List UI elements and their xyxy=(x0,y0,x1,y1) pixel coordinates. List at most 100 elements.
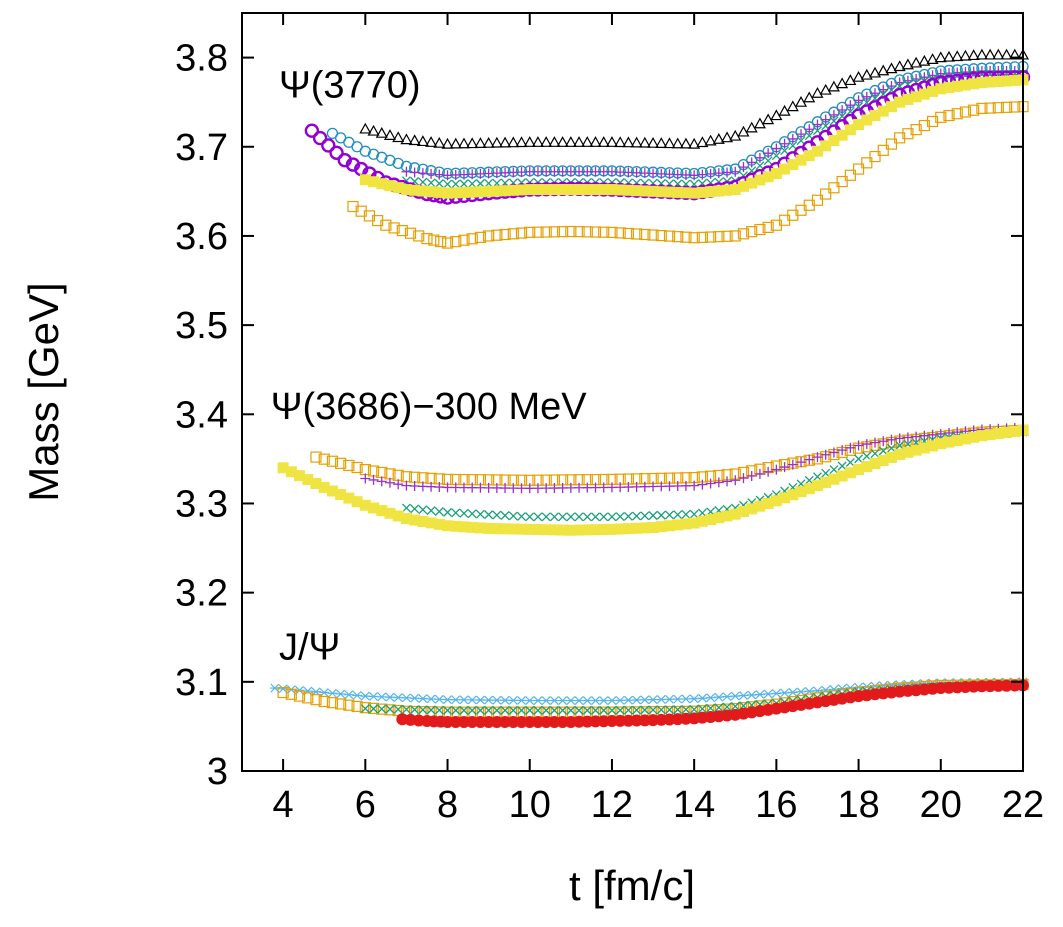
data-point xyxy=(812,452,823,463)
data-point xyxy=(1009,425,1021,437)
data-point xyxy=(564,136,577,147)
data-point xyxy=(844,124,856,136)
data-point xyxy=(821,468,831,478)
data-point xyxy=(655,137,668,148)
data-point xyxy=(581,136,594,147)
data-point xyxy=(392,131,405,143)
data-point xyxy=(638,136,651,148)
data-point xyxy=(878,436,889,447)
data-point xyxy=(457,137,470,149)
data-point xyxy=(902,128,914,140)
data-point xyxy=(425,136,438,147)
series-psi3770-triangle xyxy=(359,48,1030,149)
data-point xyxy=(704,134,717,146)
data-point xyxy=(573,226,585,238)
data-point xyxy=(787,489,799,501)
data-point xyxy=(540,184,552,196)
data-point xyxy=(312,130,328,146)
data-point xyxy=(811,87,824,98)
data-point xyxy=(870,88,881,99)
data-point xyxy=(673,510,683,520)
data-point xyxy=(321,138,336,153)
data-point xyxy=(730,701,740,711)
data-point xyxy=(959,106,972,118)
data-point xyxy=(540,136,553,147)
data-point xyxy=(911,431,922,442)
data-point xyxy=(779,492,791,504)
data-point xyxy=(598,524,610,536)
data-point xyxy=(525,512,535,522)
data-point xyxy=(706,703,716,713)
data-point xyxy=(812,119,823,130)
data-point xyxy=(433,518,445,530)
data-point xyxy=(525,705,535,715)
data-point xyxy=(746,503,758,515)
data-point xyxy=(753,117,766,129)
data-point xyxy=(622,184,634,196)
data-point xyxy=(632,705,642,715)
data-point xyxy=(359,122,372,134)
data-point xyxy=(853,95,864,106)
data-point xyxy=(548,226,561,238)
data-point xyxy=(426,178,436,188)
data-point xyxy=(574,512,584,522)
data-point xyxy=(811,480,823,492)
data-point xyxy=(507,228,519,240)
data-point xyxy=(795,95,808,107)
data-point xyxy=(574,705,584,715)
data-point xyxy=(688,187,700,199)
data-point xyxy=(541,512,551,522)
data-point xyxy=(388,222,400,234)
data-point xyxy=(754,174,766,186)
data-point xyxy=(951,435,963,447)
data-point xyxy=(968,431,980,443)
data-point xyxy=(515,136,528,148)
data-point xyxy=(499,185,511,197)
data-point xyxy=(902,446,914,458)
data-point xyxy=(285,688,297,700)
data-point xyxy=(713,185,725,197)
data-point xyxy=(663,186,675,198)
data-point xyxy=(870,437,881,448)
data-point xyxy=(729,184,741,196)
data-point xyxy=(697,508,707,518)
data-point xyxy=(524,226,536,238)
data-point xyxy=(549,705,559,715)
y-axis-title: Mass [GeV] xyxy=(20,282,67,501)
data-point xyxy=(721,184,733,196)
data-point xyxy=(729,129,742,141)
data-point xyxy=(910,56,923,68)
data-point xyxy=(836,470,848,482)
data-point xyxy=(1009,74,1021,86)
data-point xyxy=(681,509,691,519)
data-point xyxy=(943,109,955,122)
data-point xyxy=(1000,101,1013,113)
data-point xyxy=(507,715,520,728)
data-point xyxy=(376,703,388,715)
data-point xyxy=(663,230,676,242)
data-point xyxy=(837,445,848,456)
data-point xyxy=(861,157,873,169)
data-point xyxy=(861,114,873,126)
data-point xyxy=(467,509,477,519)
data-point xyxy=(401,503,411,513)
annotation-label: J/Ψ xyxy=(279,627,340,669)
data-point xyxy=(615,512,625,522)
data-point xyxy=(746,157,757,168)
data-point xyxy=(335,698,347,710)
series-jpsi-circle-filled xyxy=(396,679,1029,728)
data-point xyxy=(482,715,495,728)
data-point xyxy=(647,185,659,197)
data-point xyxy=(566,705,576,715)
data-point xyxy=(738,162,749,173)
data-point xyxy=(475,509,485,519)
data-point xyxy=(935,428,946,439)
data-point xyxy=(680,187,692,199)
data-point xyxy=(492,705,502,715)
data-point xyxy=(573,184,585,196)
data-point xyxy=(655,229,667,242)
data-point xyxy=(696,186,708,198)
x-tick-label: 8 xyxy=(437,784,458,826)
data-point xyxy=(351,461,363,474)
data-point xyxy=(647,229,659,241)
